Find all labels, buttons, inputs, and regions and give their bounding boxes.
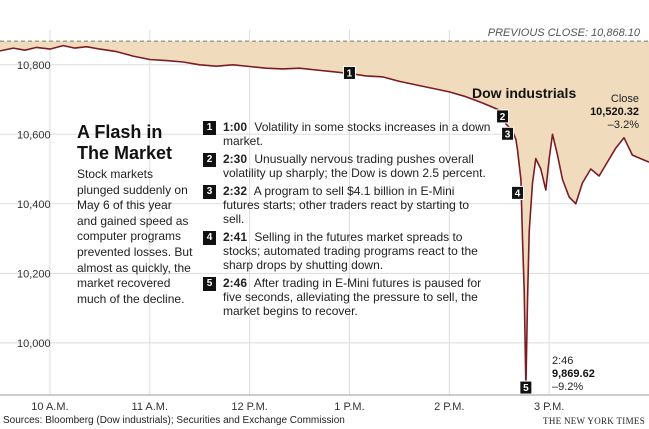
event-item-5: 5 2:46 After trading in E-Mini futures i… [203, 276, 493, 318]
y-tick-label: 10,600 [17, 129, 51, 141]
y-tick-label: 10,800 [17, 60, 51, 72]
event-marker-1: 1 [342, 65, 356, 80]
event-marker-number: 3 [505, 129, 511, 140]
event-number-badge: 5 [203, 277, 216, 291]
x-tick-label: 10 A.M. [31, 401, 68, 413]
event-time: 2:41 [223, 230, 248, 244]
event-marker-number: 4 [515, 188, 521, 199]
event-text: After trading in E-Mini futures is pause… [223, 276, 482, 318]
chart-title: A Flash in The Market [77, 122, 197, 164]
low-annotation-change: –9.2% [552, 381, 584, 393]
x-tick-label: 2 P.M. [434, 401, 464, 413]
event-text: Selling in the futures market spreads to… [223, 230, 478, 272]
event-number-badge: 1 [203, 121, 216, 135]
chart-description: Stock markets plunged suddenly on May 6 … [77, 167, 193, 306]
chart-title-line2: The Market [77, 143, 173, 163]
y-tick-label: 10,400 [17, 199, 51, 211]
low-annotation-time: 2:46 [552, 355, 574, 367]
event-marker-number: 5 [523, 383, 529, 394]
event-text: Unusually nervous trading pushes overall… [223, 152, 486, 180]
y-tick-label: 10,000 [17, 338, 51, 350]
low-annotation-value: 9,869.62 [552, 368, 595, 380]
event-number-badge: 3 [203, 185, 216, 199]
previous-close-label: PREVIOUS CLOSE: 10,868.10 [488, 27, 641, 39]
x-tick-label: 12 P.M. [231, 401, 268, 413]
source-note: Sources: Bloomberg (Dow industrials); Se… [3, 415, 345, 426]
x-tick-label: 3 P.M. [534, 401, 564, 413]
credit-note: THE NEW YORK TIMES [543, 416, 645, 426]
event-item-2: 2 2:30 Unusually nervous trading pushes … [203, 152, 493, 180]
chart-title-line1: A Flash in [77, 122, 163, 142]
event-marker-3: 3 [501, 126, 515, 141]
event-item-1: 1 1:00 Volatility in some stocks increas… [203, 120, 493, 148]
event-marker-box [342, 65, 356, 80]
event-marker-box [496, 109, 510, 124]
event-marker-number: 2 [500, 112, 506, 123]
event-marker-box [519, 380, 533, 395]
x-tick-label: 11 A.M. [132, 401, 168, 413]
event-marker-2: 2 [496, 109, 510, 124]
event-item-3: 3 2:32 A program to sell $4.1 billion in… [203, 184, 493, 226]
event-marker-box [501, 126, 515, 141]
event-text: A program to sell $4.1 billion in E-Mini… [223, 184, 470, 226]
event-text: Volatility in some stocks increases in a… [223, 120, 491, 148]
event-marker-number: 1 [347, 68, 353, 79]
event-item-4: 4 2:41 Selling in the futures market spr… [203, 230, 493, 272]
x-axis: 10 A.M. 11 A.M. 12 P.M. 1 P.M. 2 P.M. 3 P.M. [31, 401, 564, 413]
series-line-dow [0, 44, 649, 389]
y-tick-label: 10,200 [17, 268, 51, 280]
event-time: 2:30 [223, 152, 248, 166]
event-number-badge: 4 [203, 231, 216, 245]
series-label: Dow industrials [472, 85, 576, 101]
close-annotation-change: –3.2% [607, 119, 639, 131]
event-time: 1:00 [223, 120, 248, 134]
event-marker-box [511, 185, 525, 200]
event-time: 2:32 [223, 184, 248, 198]
decline-area [0, 41, 649, 388]
event-marker-4: 4 [511, 185, 525, 200]
y-axis: 10,000 10,200 10,400 10,600 10,800 [17, 60, 51, 350]
event-number-badge: 2 [203, 153, 216, 167]
event-time: 2:46 [223, 276, 248, 290]
event-markers: 1 2 3 4 5 [342, 65, 533, 395]
close-annotation-label: Close [610, 93, 639, 105]
event-marker-5: 5 [519, 380, 533, 395]
x-tick-label: 1 P.M. [334, 401, 364, 413]
close-annotation-value: 10,520.32 [590, 106, 639, 118]
event-list: 1 1:00 Volatility in some stocks increas… [203, 120, 493, 322]
